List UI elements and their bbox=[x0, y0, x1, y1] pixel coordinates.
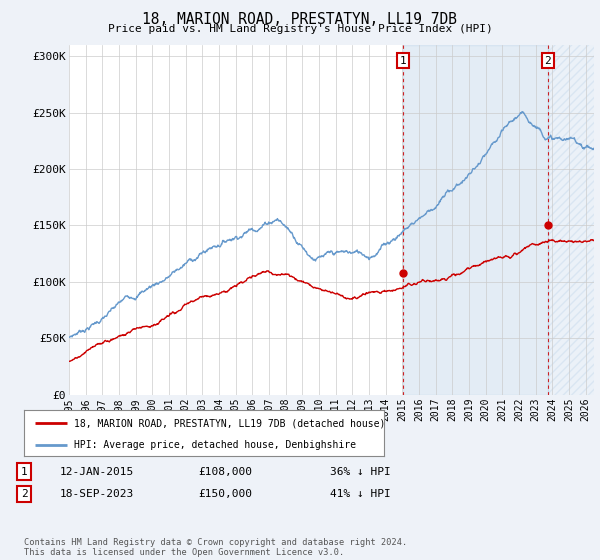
Text: £108,000: £108,000 bbox=[198, 466, 252, 477]
Bar bbox=[403, 45, 548, 395]
Text: Price paid vs. HM Land Registry's House Price Index (HPI): Price paid vs. HM Land Registry's House … bbox=[107, 24, 493, 34]
Text: 36% ↓ HPI: 36% ↓ HPI bbox=[330, 466, 391, 477]
Text: 1: 1 bbox=[400, 55, 406, 66]
Text: 2: 2 bbox=[20, 489, 28, 499]
Text: 1: 1 bbox=[20, 466, 28, 477]
Text: 18, MARION ROAD, PRESTATYN, LL19 7DB: 18, MARION ROAD, PRESTATYN, LL19 7DB bbox=[143, 12, 458, 27]
Text: 2: 2 bbox=[544, 55, 551, 66]
Text: 41% ↓ HPI: 41% ↓ HPI bbox=[330, 489, 391, 499]
Text: 18-SEP-2023: 18-SEP-2023 bbox=[60, 489, 134, 499]
Text: 12-JAN-2015: 12-JAN-2015 bbox=[60, 466, 134, 477]
Text: £150,000: £150,000 bbox=[198, 489, 252, 499]
Text: Contains HM Land Registry data © Crown copyright and database right 2024.
This d: Contains HM Land Registry data © Crown c… bbox=[24, 538, 407, 557]
Text: 18, MARION ROAD, PRESTATYN, LL19 7DB (detached house): 18, MARION ROAD, PRESTATYN, LL19 7DB (de… bbox=[74, 418, 386, 428]
Text: HPI: Average price, detached house, Denbighshire: HPI: Average price, detached house, Denb… bbox=[74, 440, 356, 450]
Bar bbox=[548, 45, 594, 395]
